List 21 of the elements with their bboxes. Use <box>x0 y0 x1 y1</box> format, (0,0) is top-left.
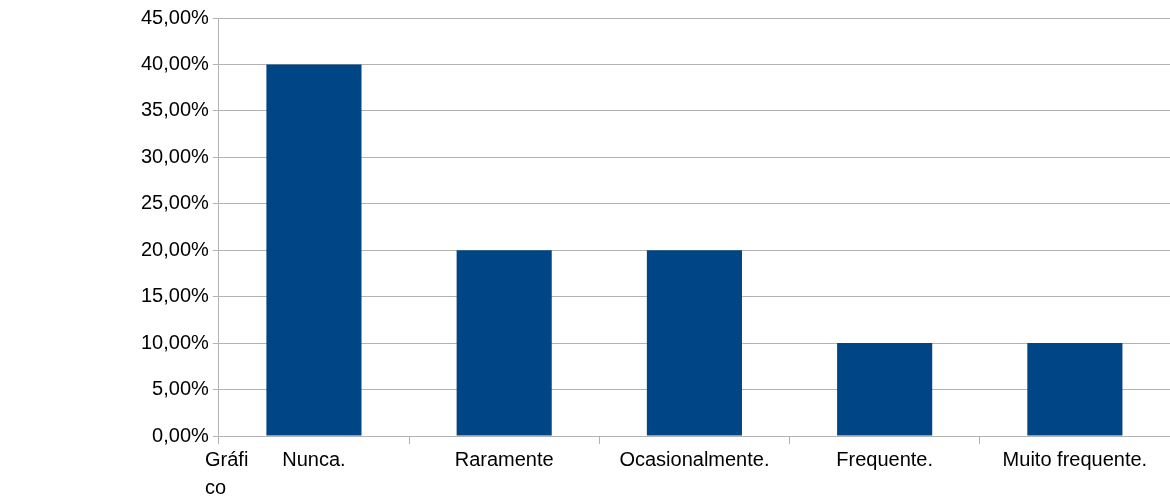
x-tick-label: Muito frequente. <box>1002 447 1148 470</box>
bar <box>1027 343 1123 436</box>
y-tick-label: 25,00% <box>140 191 210 214</box>
y-tick-label: 0,00% <box>152 423 210 446</box>
x-tick-label: Ocasionalmente. <box>619 447 770 470</box>
bar <box>456 250 552 436</box>
y-tick-label: 10,00% <box>140 330 210 353</box>
y-tick-label: 5,00% <box>152 377 210 400</box>
x-tick-label: Raramente <box>454 447 554 470</box>
bar <box>646 250 742 436</box>
y-tick-label: 15,00% <box>140 284 210 307</box>
y-tick-label: 30,00% <box>140 144 210 167</box>
x-tick-label: Frequente. <box>836 447 934 470</box>
y-tick-label: 40,00% <box>140 51 210 74</box>
y-tick-label: 20,00% <box>140 237 210 260</box>
x-tick-label: Nunca. <box>282 447 346 470</box>
y-tick-label: 35,00% <box>140 98 210 121</box>
text: Gráfico <box>205 447 250 496</box>
y-tick-label: 45,00% <box>140 5 210 28</box>
bar <box>266 64 362 436</box>
bar <box>837 343 933 436</box>
